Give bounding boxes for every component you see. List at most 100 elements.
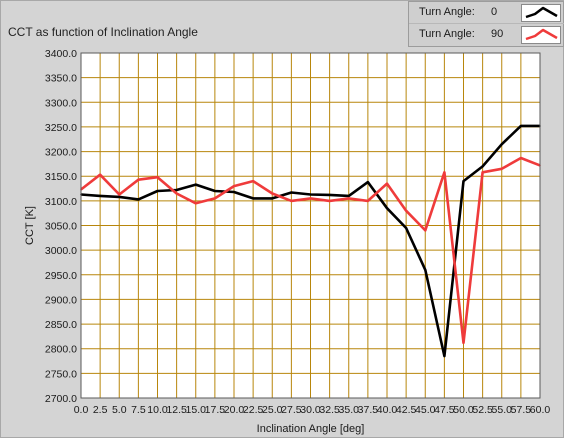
y-tick-label: 2950.0 [45,270,77,282]
series-2-point [328,200,331,202]
series-1-point [328,194,331,196]
legend-label-series-1: Turn Angle: [419,6,475,18]
plot-border [80,52,541,399]
series-1-point [99,195,101,197]
legend-swatch-line-series-1 [525,6,558,19]
series-2-point [175,192,178,195]
x-tick-label: 57.5 [511,404,532,416]
series-2-point [424,229,427,232]
y-tick-label: 3250.0 [45,122,77,134]
series-2-point [271,192,274,195]
series-1-point [367,181,369,183]
x-tick-label: 12.5 [166,404,187,416]
series-2-point [252,180,254,182]
series-2-point [500,168,503,170]
y-tick-label: 3350.0 [45,73,77,85]
x-tick-label: 52.5 [472,404,493,416]
series-1-point [137,198,140,201]
series-2-point [118,193,121,196]
series-group [80,124,541,358]
x-tick-label: 10.0 [147,404,168,416]
series-2-point [367,200,369,202]
series-2-point [481,171,484,174]
x-tick-label: 0.0 [74,404,89,416]
series-1-point [462,180,465,182]
series-2-point [233,185,235,187]
x-tick-label: 20.0 [224,404,245,416]
series-1-point [290,191,293,194]
series-1-point [520,125,522,127]
series-1-point [194,183,197,186]
x-tick-label: 2.5 [93,404,108,416]
chart-title: CCT as function of Inclination Angle [8,25,198,39]
series-1-point [252,197,254,200]
series-2-point [443,171,446,174]
series-2-point [194,202,197,205]
x-tick-label: 55.0 [492,404,513,416]
legend-swatch-series-2[interactable] [521,26,561,44]
y-tick-label: 3150.0 [45,171,77,183]
y-tick-label: 2700.0 [45,393,77,405]
x-tick-label: 7.5 [131,404,146,416]
x-tick-label: 22.5 [243,404,264,416]
series-2-point [520,157,522,159]
y-axis: 2700.0 2750.0 2800.0 2850.0 2900.0 2950.0 3000… [45,48,77,405]
y-tick-label: 3100.0 [45,196,77,208]
series-1-point [156,190,159,192]
legend-value-series-2: 90 [491,28,504,40]
x-tick-label: 40.0 [377,404,398,416]
x-tick-label: 42.5 [396,404,417,416]
legend-swatch-series-1[interactable] [521,4,561,22]
y-tick-label: 3000.0 [45,245,77,257]
legend-swatch-line-series-2 [525,28,558,41]
y-tick-label: 3050.0 [45,221,77,233]
series-1-point [405,227,407,229]
y-tick-label: 2800.0 [45,344,77,356]
x-tick-label: 27.5 [281,404,302,416]
series-2-point [290,200,293,202]
legend-value-series-1: 0 [491,6,498,18]
series-2-point [99,173,101,176]
series-1-point [214,190,216,192]
x-tick-label: 30.0 [300,404,321,416]
x-tick-label: 15.0 [186,404,207,416]
x-tick-label: 50.0 [453,404,474,416]
legend-row-series-2: Turn Angle: 90 [409,24,564,46]
series-1-point [386,207,388,210]
series-2-point [156,176,159,178]
series-1-point [500,143,503,145]
legend-row-series-1: Turn Angle: 0 [409,2,564,24]
y-tick-label: 2750.0 [45,368,77,380]
x-tick-label: 35.0 [339,404,360,416]
series-2-point [386,182,388,185]
series-1-point [118,196,121,198]
series-1-point [443,355,446,357]
x-tick-label: 17.5 [205,404,226,416]
x-tick-label: 5.0 [112,404,127,416]
y-axis-title: CCT [K] [24,206,36,245]
series-2-point [214,197,216,200]
x-tick-label: 32.5 [319,404,340,416]
x-tick-label: 45.0 [415,404,436,416]
series-1-point [309,193,312,196]
y-tick-label: 3400.0 [45,48,77,60]
x-axis: 0.0 2.5 5.0 7.5 10.012.515.017.520.022.525.0… [74,404,551,416]
y-tick-label: 3300.0 [45,97,77,109]
series-2-point [309,197,312,200]
x-tick-label: 47.5 [434,404,455,416]
y-tick-label: 2900.0 [45,294,77,306]
x-tick-label: 25.0 [262,404,283,416]
series-1-point [424,269,427,271]
series-1-point [175,189,178,191]
series-2-point [405,209,407,212]
x-tick-label: 37.5 [358,404,379,416]
series-2-point [462,342,465,344]
series-1-point [233,191,235,193]
series-2-point [347,197,350,200]
y-tick-label: 2850.0 [45,319,77,331]
legend-label-series-2: Turn Angle: [419,28,475,40]
series-1-point [271,197,274,200]
x-tick-label: 60.0 [530,404,551,416]
